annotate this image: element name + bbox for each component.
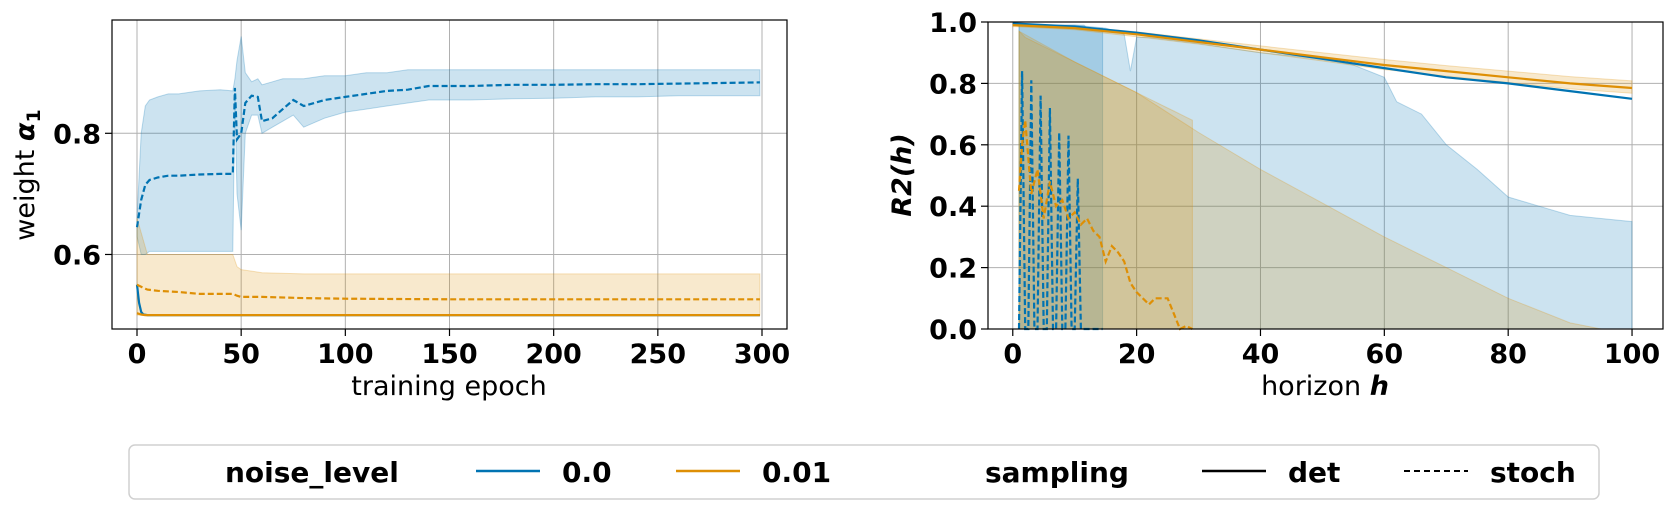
band-noise-0.0-stoch <box>136 36 761 255</box>
line-noise-0.01-stoch <box>1017 120 1193 331</box>
x-tick-label: 200 <box>525 339 581 370</box>
right-x-label-symbol: h <box>1370 371 1389 402</box>
right-bands <box>1012 22 1633 330</box>
left-y-label-sub: 1 <box>23 109 45 122</box>
legend-noise-001-label: 0.01 <box>762 456 831 489</box>
right-x-axis-label: horizon h <box>1261 371 1389 402</box>
line-noise-0.0-stoch <box>135 81 760 228</box>
right-panel: 0 20 40 60 80 100 0.0 0.2 0.4 0.6 0.8 1.0 horizon … <box>887 8 1664 402</box>
legend-noise-title: noise_level <box>225 456 399 489</box>
left-grid <box>112 20 787 329</box>
left-y-label-symbol: α <box>10 122 41 141</box>
x-tick-label: 0 <box>1003 339 1022 370</box>
x-tick-label: 100 <box>317 339 373 370</box>
left-y-axis-label: weight α1 <box>10 109 45 240</box>
y-tick-label: 0.6 <box>929 131 977 162</box>
x-tick-label: 20 <box>1118 339 1156 370</box>
left-x-axis-label: training epoch <box>351 371 546 402</box>
line-noise-0.01-stoch <box>136 283 760 301</box>
y-tick-label: 0.4 <box>929 192 977 223</box>
line-noise-0.01-det <box>1012 24 1633 90</box>
x-tick-label: 50 <box>222 339 260 370</box>
y-tick-label: 0.6 <box>53 240 101 271</box>
y-tick-label: 0.2 <box>929 254 977 285</box>
right-y-ticks: 0.0 0.2 0.4 0.6 0.8 1.0 <box>929 8 988 346</box>
line-noise-0.01-det <box>136 312 760 317</box>
left-panel: 0 50 100 150 200 250 300 0.6 0.8 training epoch… <box>10 19 790 402</box>
right-y-axis-label: R2(h) <box>887 133 918 216</box>
legend: noise_level 0.0 0.01 sampling det stoch <box>128 444 1600 500</box>
x-tick-label: 100 <box>1604 339 1660 370</box>
line-noise-0.0-det <box>1012 22 1633 100</box>
y-tick-label: 0.8 <box>53 119 101 150</box>
x-tick-label: 0 <box>128 339 147 370</box>
legend-sampling-title: sampling <box>985 456 1129 489</box>
left-y-label-prefix: weight <box>10 150 41 241</box>
legend-noise-0-label: 0.0 <box>562 456 612 489</box>
right-x-label-prefix: horizon <box>1261 371 1361 402</box>
x-tick-label: 80 <box>1489 339 1527 370</box>
x-tick-label: 60 <box>1366 339 1404 370</box>
right-x-ticks: 0 20 40 60 80 100 <box>1003 329 1660 370</box>
y-tick-label: 0.8 <box>929 69 977 100</box>
left-x-ticks: 0 50 100 150 200 250 300 <box>128 329 790 370</box>
left-lines <box>135 81 760 317</box>
x-tick-label: 150 <box>421 339 477 370</box>
left-y-ticks: 0.6 0.8 <box>53 119 112 271</box>
x-tick-label: 250 <box>630 339 686 370</box>
y-tick-label: 0.0 <box>929 315 977 346</box>
legend-box <box>128 444 1600 500</box>
legend-stoch-label: stoch <box>1490 456 1576 489</box>
x-tick-label: 40 <box>1242 339 1280 370</box>
y-tick-label: 1.0 <box>929 8 977 39</box>
right-plot-frame <box>987 21 1664 330</box>
left-bands <box>136 36 761 316</box>
legend-det-label: det <box>1288 456 1340 489</box>
x-tick-label: 300 <box>734 339 790 370</box>
